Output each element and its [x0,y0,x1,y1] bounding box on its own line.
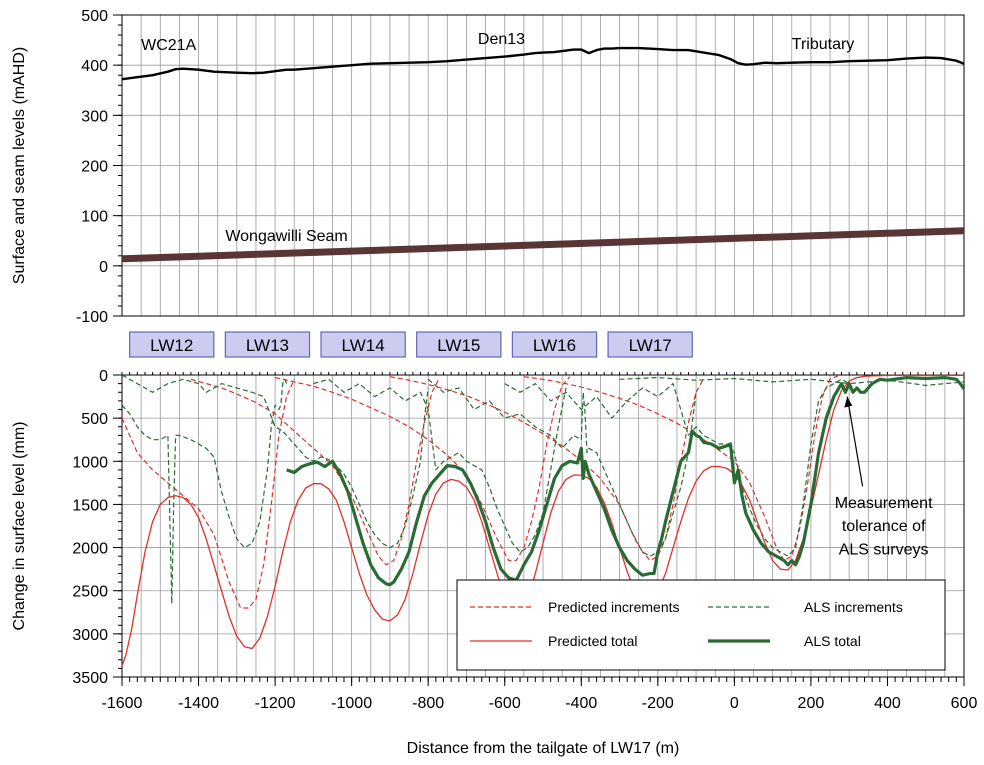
bottom-y-tick-label: 3000 [72,627,108,644]
top-y-tick-label: 500 [81,8,108,25]
longwall-box [416,331,502,358]
bottom-y-tick-label: 0 [99,368,108,385]
longwall-label: LW17 [629,336,672,355]
top-annotation: Wongawilli Seam [225,228,347,245]
series-predicted-increments [274,376,571,562]
bottom-y-tick-label: 1500 [72,497,108,514]
bottom-x-tick-label: -1000 [331,695,372,712]
series-predicted-increments [389,376,705,562]
legend-label: ALS increments [804,599,903,615]
top-y-tick-label: 200 [81,159,108,176]
longwall-panels: LW12 LW13 LW14 LW15 LW16 LW17 [129,331,693,358]
bottom-annotation: tolerance of [842,518,926,535]
series-als-increments [313,378,567,553]
bottom-x-tick-label: -1200 [255,695,296,712]
bottom-x-tick-label: -1400 [178,695,219,712]
longwall-label: LW14 [342,336,385,355]
series-predicted-increments [523,375,838,562]
top-series-line [121,227,965,263]
bottom-x-tick-label: -200 [642,695,674,712]
bottom-y-tick-label: 2000 [72,541,108,558]
series-als-increments [121,378,288,605]
longwall-box [129,331,215,358]
bottom-y-tick-label: 1000 [72,454,108,471]
legend-label: ALS total [804,633,861,649]
top-y-tick-label: -100 [76,309,108,326]
longwall-box [607,331,693,358]
longwall-box [224,331,311,358]
series-predicted-increments [121,379,295,609]
bottom-x-tick-label: -1600 [102,695,143,712]
annotation-arrowhead [844,396,853,408]
longwall-label: LW12 [150,336,193,355]
series-als-total [286,376,966,587]
x-axis-title: Distance from the tailgate of LW17 (m) [407,740,680,757]
bottom-x-tick-label: 600 [951,695,978,712]
top-y-tick-label: 400 [81,58,108,75]
bottom-annotation: Measurement [835,495,933,512]
top-annotation: Tributary [792,36,855,53]
top-y-tick-label: 0 [99,259,108,276]
top-y-axis-title: Surface and seam levels (mAHD) [11,47,28,284]
longwall-box [320,331,406,358]
bottom-x-tick-label: -800 [412,695,444,712]
series-als-increments [121,374,429,549]
top-y-tick-label: 300 [81,108,108,125]
bottom-annotation: ALS surveys [839,541,929,558]
bottom-y-tick-label: 500 [81,411,108,428]
legend-label: Predicted increments [548,599,680,615]
legend-box [456,579,946,671]
longwall-label: LW13 [246,336,289,355]
chart-legend: Predicted increments ALS increments Predic… [456,579,946,671]
series-als-increments [504,378,850,557]
bottom-x-tick-label: -400 [565,695,597,712]
bottom-y-axis-title: Change in surface level (mm) [11,422,28,631]
bottom-y-tick-label: 3500 [72,670,108,687]
bottom-x-tick-label: -600 [489,695,521,712]
bottom-x-tick-label: 400 [874,695,901,712]
bottom-x-tick-label: 200 [798,695,825,712]
top-annotation: Den13 [478,31,525,48]
bottom-y-tick-label: 2500 [72,584,108,601]
top-y-tick-label: 100 [81,209,108,226]
longwall-label: LW16 [533,336,576,355]
longwall-label: LW15 [437,336,480,355]
top-annotation: WC21A [141,37,196,54]
series-als-increments [619,377,965,386]
top-series-line [121,46,965,81]
top-chart: -100 0 100 200 300 400 500 WC21A Den13 Tributary W… [11,8,965,326]
annotation-arrow [846,396,864,487]
longwall-box [511,331,598,358]
legend-label: Predicted total [548,633,638,649]
series-predicted-increments [190,377,441,566]
bottom-x-tick-label: 0 [730,695,739,712]
